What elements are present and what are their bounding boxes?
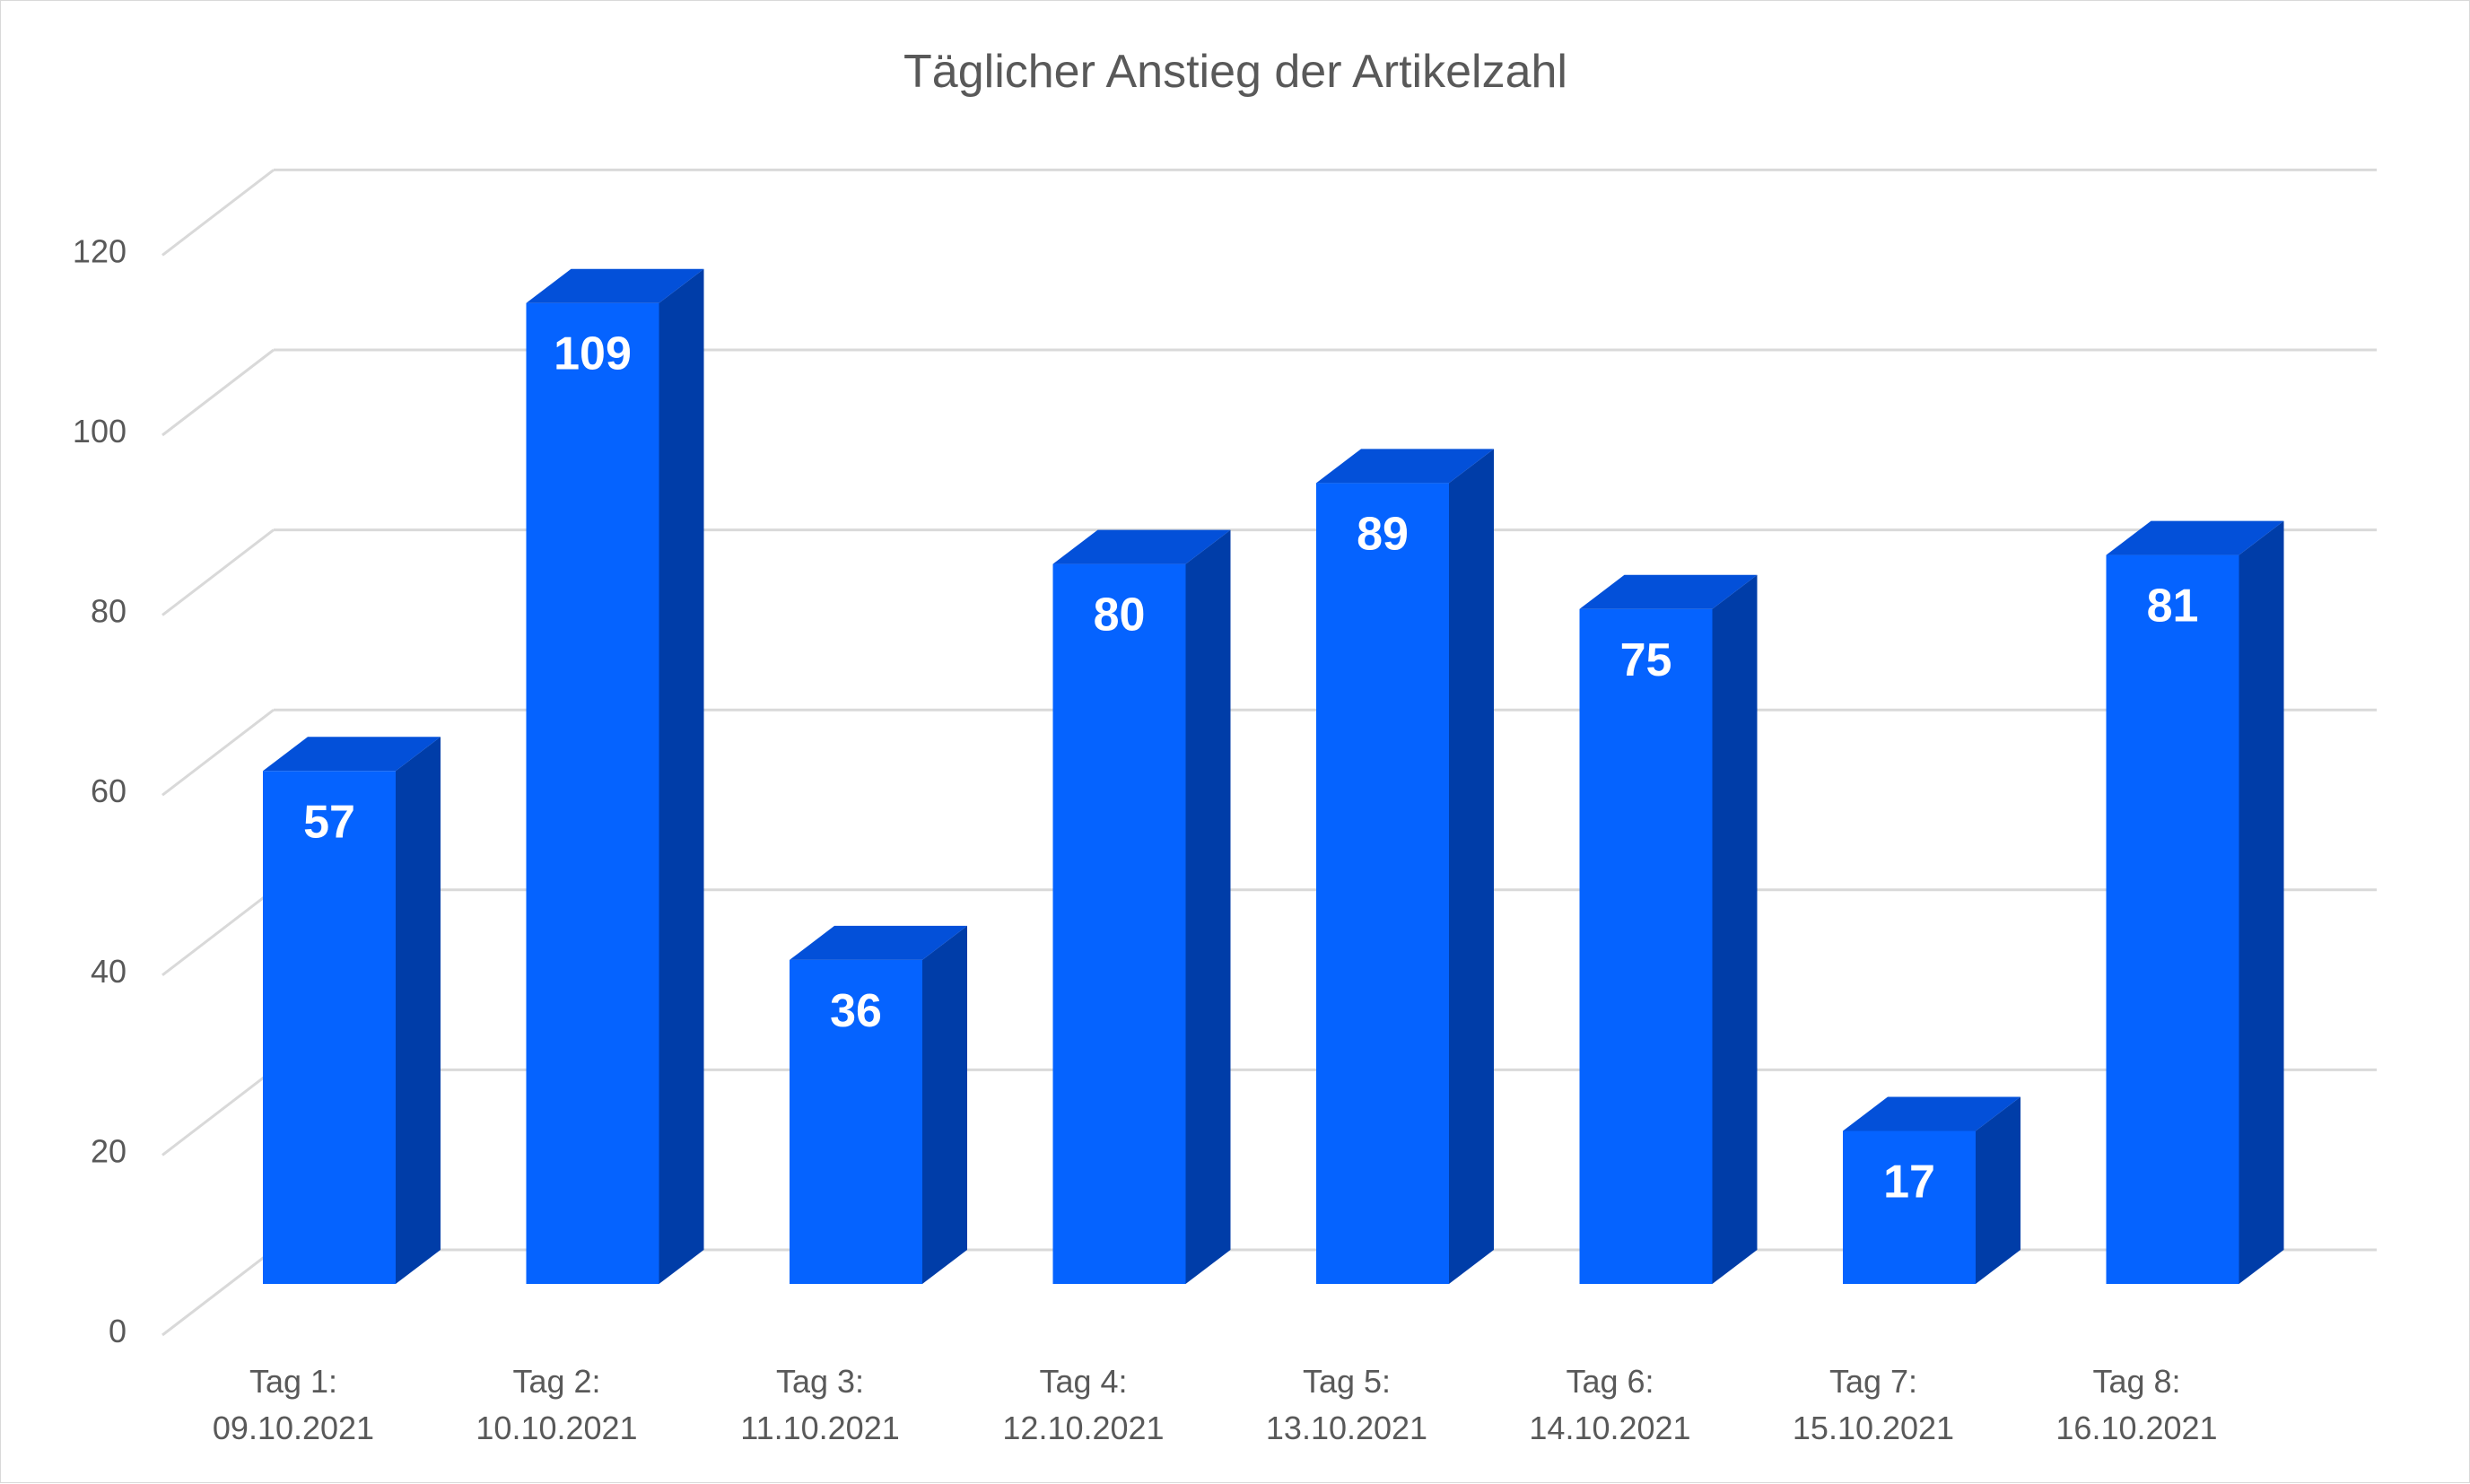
x-tick-label: Tag 1: [249, 1363, 337, 1400]
data-label: 36 [830, 985, 882, 1037]
x-tick-label: Tag 6: [1566, 1363, 1654, 1400]
bar-front [1052, 563, 1186, 1284]
x-axis-ticks: Tag 1: 09.10.2021 Tag 2: 10.10.2021 Tag 3: 11… [213, 1363, 2218, 1446]
bar-top [263, 737, 441, 772]
bar [1579, 574, 1758, 1284]
data-label: 57 [303, 796, 355, 848]
y-tick-label: 100 [73, 413, 127, 450]
gridline-diagonal [161, 348, 275, 437]
bar-side [1185, 529, 1231, 1284]
x-tick-label: 13.10.2021 [1266, 1410, 1427, 1446]
gridlines [161, 168, 2377, 1337]
data-labels: 57 109 36 80 89 75 17 81 [303, 328, 2198, 1209]
x-tick-label: Tag 2: [512, 1363, 600, 1400]
bar-top [790, 925, 967, 960]
bar-side [1976, 1096, 2021, 1284]
data-label: 17 [1883, 1156, 1935, 1208]
gridline-diagonal [161, 1069, 275, 1157]
y-tick-label: 120 [73, 232, 127, 269]
x-tick-label: 11.10.2021 [740, 1410, 900, 1446]
bar [1052, 529, 1231, 1284]
bar-front [1316, 483, 1449, 1284]
x-tick-label: 12.10.2021 [1002, 1410, 1164, 1446]
bar [2106, 520, 2284, 1284]
bar-front [790, 959, 922, 1284]
bar-top [2106, 520, 2284, 555]
y-tick-label: 80 [91, 593, 127, 630]
bar-top [1843, 1096, 2021, 1131]
gridline-diagonal [161, 169, 275, 257]
data-label: 81 [2147, 581, 2199, 633]
y-tick-label: 40 [91, 953, 127, 990]
x-tick-label: Tag 3: [776, 1363, 864, 1400]
data-label: 109 [554, 328, 632, 380]
bar-side [2239, 520, 2284, 1284]
bar-side [1712, 574, 1758, 1284]
bar [526, 268, 704, 1285]
x-tick-label: Tag 5: [1303, 1363, 1391, 1400]
bar-side [396, 737, 441, 1284]
bar [263, 737, 441, 1284]
y-tick-label: 20 [91, 1132, 127, 1169]
bar-top [1052, 529, 1231, 564]
x-tick-label: 15.10.2021 [1793, 1410, 1954, 1446]
bar-front [263, 771, 396, 1284]
bar-top [526, 268, 704, 303]
bar-front [1843, 1130, 1976, 1284]
gridline-diagonal [161, 888, 275, 976]
x-tick-label: 10.10.2021 [476, 1410, 637, 1446]
bar-front [1579, 608, 1713, 1284]
x-tick-label: Tag 4: [1039, 1363, 1127, 1400]
bar [790, 925, 967, 1284]
y-tick-label: 60 [91, 773, 127, 809]
x-tick-label: 09.10.2021 [213, 1410, 374, 1446]
bar-side [922, 925, 967, 1284]
x-tick-label: Tag 7: [1829, 1363, 1917, 1400]
data-label: 80 [1094, 589, 1146, 642]
gridline-diagonal [161, 709, 275, 797]
data-label: 89 [1357, 508, 1409, 560]
bar-top [1579, 574, 1758, 609]
bar-front [526, 302, 659, 1285]
x-tick-label: Tag 8: [2092, 1363, 2180, 1400]
y-axis-ticks: 0 20 40 60 80 100 120 [73, 232, 127, 1349]
y-tick-label: 0 [109, 1313, 127, 1349]
data-label: 75 [1620, 634, 1672, 686]
chart-title: Täglicher Anstieg der Artikelzahl [903, 46, 1567, 98]
bar [1843, 1096, 2021, 1284]
bar-side [1449, 449, 1494, 1285]
bars [263, 268, 2284, 1285]
bar-top [1316, 449, 1494, 484]
bar-front [2106, 554, 2239, 1284]
bar [1316, 449, 1494, 1285]
bar-side [659, 268, 704, 1285]
x-tick-label: 14.10.2021 [1529, 1410, 1690, 1446]
gridline-diagonal [161, 1248, 275, 1337]
x-tick-label: 16.10.2021 [2055, 1410, 2217, 1446]
gridline-diagonal [161, 528, 275, 616]
